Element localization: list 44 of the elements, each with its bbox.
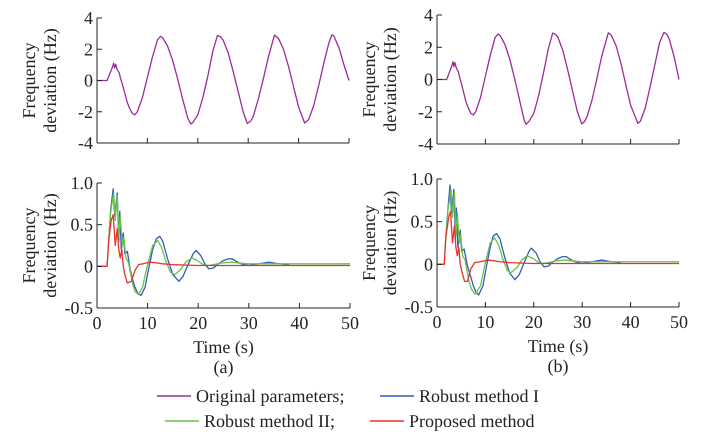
x-tick-label: 40 [290,313,308,333]
y-tick-label: -2 [78,102,93,122]
y-tick-label: 0 [424,254,433,274]
y-axis-title: Frequency deviation (Hz) [359,190,400,296]
x-axis-title: Time (s) [528,336,588,356]
x-tick-label: 50 [670,312,688,332]
y-tick-label: 2 [424,37,433,58]
legend-label: Proposed method [409,411,534,431]
y-tick-label: -4 [78,133,93,153]
text: (a) [214,357,234,377]
x-tick-label: 10 [476,312,494,332]
y-tick-label: 1.0 [410,169,433,189]
legend-label: Robust method I [419,386,540,406]
y-tick-label: 0.5 [70,214,93,235]
y-tick-label: -0.5 [404,297,433,317]
y-axis-title: Frequency deviation (Hz) [359,27,400,132]
line-series [445,184,622,296]
y-tick-label: -2 [418,102,433,122]
x-tick-label: 30 [240,313,258,333]
x-tick-label: 20 [524,312,543,332]
y-tick-label: -4 [418,134,433,154]
y-tick-label: 4 [424,5,433,25]
y-tick-label: 2 [84,39,93,60]
x-tick-label: 20 [189,313,208,333]
y-tick-label: 0.5 [410,212,433,232]
x-tick-label: 50 [341,313,359,333]
y-tick-label: -0.5 [64,298,93,318]
line-series [96,214,351,284]
y-tick-label: 0 [84,70,93,90]
y-axis-title: Frequency deviation (Hz) [19,28,60,133]
x-tick-label: 10 [138,313,157,333]
x-tick-label: 40 [622,312,640,332]
text: (b) [548,356,568,376]
legend-label: Robust method II; [204,411,335,431]
x-tick-label: 30 [573,312,592,332]
y-tick-label: 4 [84,8,93,28]
x-axis-title: Time (s) [193,337,254,357]
y-axis-title: Frequency deviation (Hz) [19,193,60,298]
line-series [108,188,290,296]
y-tick-label: 1.0 [70,173,93,193]
legend-label: Original parameters; [196,386,344,406]
line-series [436,210,680,282]
y-tick-label: 0 [424,70,433,90]
y-tick-label: 0 [84,256,93,276]
